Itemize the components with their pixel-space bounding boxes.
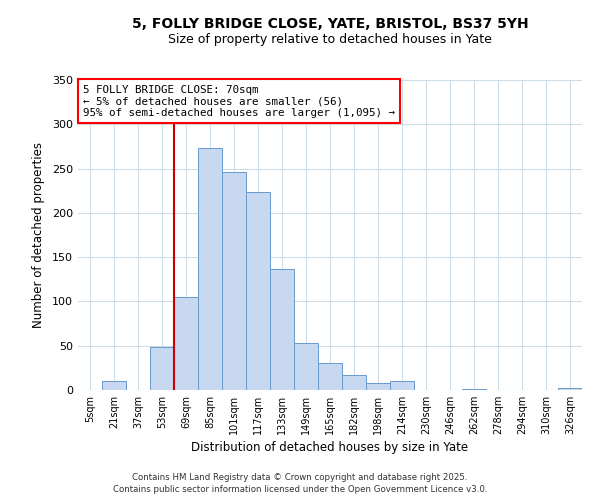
Bar [558, 388, 582, 390]
Y-axis label: Number of detached properties: Number of detached properties [32, 142, 45, 328]
Bar [462, 389, 486, 390]
X-axis label: Distribution of detached houses by size in Yate: Distribution of detached houses by size … [191, 441, 469, 454]
Bar [342, 375, 366, 390]
Bar [174, 297, 198, 390]
Bar [102, 381, 126, 390]
Text: Size of property relative to detached houses in Yate: Size of property relative to detached ho… [168, 32, 492, 46]
Bar [222, 172, 246, 390]
Text: Contains public sector information licensed under the Open Government Licence v3: Contains public sector information licen… [113, 485, 487, 494]
Bar [246, 192, 270, 390]
Text: Contains HM Land Registry data © Crown copyright and database right 2025.: Contains HM Land Registry data © Crown c… [132, 472, 468, 482]
Text: 5 FOLLY BRIDGE CLOSE: 70sqm
← 5% of detached houses are smaller (56)
95% of semi: 5 FOLLY BRIDGE CLOSE: 70sqm ← 5% of deta… [83, 84, 395, 118]
Bar [318, 364, 342, 390]
Bar [366, 383, 390, 390]
Bar [270, 268, 294, 390]
Bar [150, 348, 174, 390]
Text: 5, FOLLY BRIDGE CLOSE, YATE, BRISTOL, BS37 5YH: 5, FOLLY BRIDGE CLOSE, YATE, BRISTOL, BS… [131, 18, 529, 32]
Bar [294, 343, 318, 390]
Bar [390, 381, 414, 390]
Bar [198, 148, 222, 390]
